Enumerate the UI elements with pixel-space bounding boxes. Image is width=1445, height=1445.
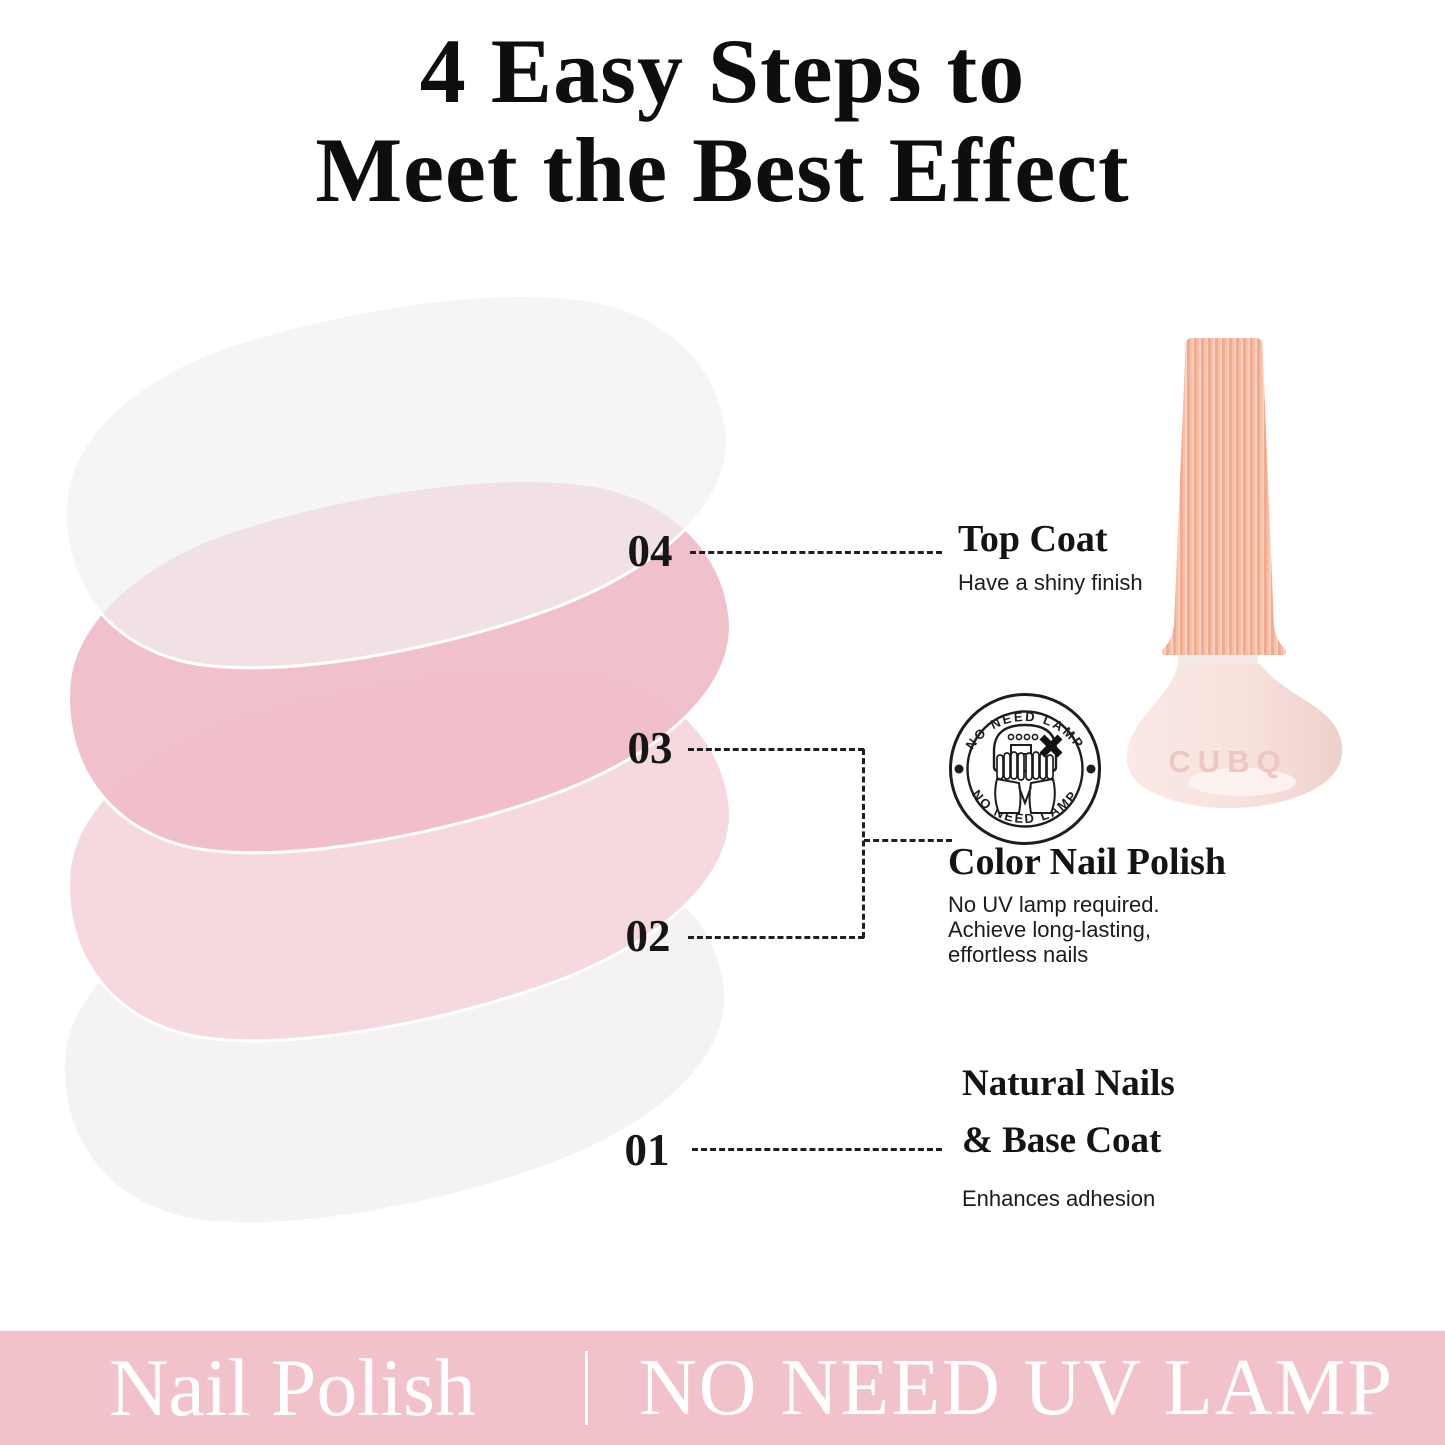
color-polish-subtext-line1: No UV lamp required. [948, 892, 1160, 917]
top-coat-heading: Top Coat [958, 518, 1108, 560]
bottle-bottom-highlight [1188, 768, 1296, 796]
bottle-cap [1162, 338, 1286, 655]
banner-divider [585, 1351, 588, 1425]
page-title-line2: Meet the Best Effect [315, 119, 1130, 221]
x-mark-icon [1039, 734, 1063, 758]
page-title-line1: 4 Easy Steps to [419, 20, 1026, 122]
connector-line-01 [692, 1148, 942, 1151]
step-number-01: 01 [624, 1125, 670, 1175]
badge-right-dot [1086, 764, 1096, 774]
color-polish-subtext-line3: effortless nails [948, 942, 1089, 967]
page-title: 4 Easy Steps to Meet the Best Effect [0, 22, 1445, 220]
hands-under-lamp-icon [994, 751, 1056, 814]
base-coat-heading-line2: & Base Coat [962, 1120, 1162, 1161]
banner-left-text: Nail Polish [109, 1342, 476, 1433]
connector-line-02 [688, 936, 864, 939]
nail-polish-bottle: CUBQ [1126, 338, 1343, 808]
connector-line-middle [864, 839, 952, 842]
step-number-03: 03 [627, 723, 673, 773]
color-polish-heading: Color Nail Polish [948, 841, 1226, 883]
step-number-04: 04 [627, 526, 673, 576]
callout-base-coat: Natural Nails & Base Coat Enhances adhes… [962, 1055, 1175, 1211]
color-polish-subtext: No UV lamp required. Achieve long-lastin… [948, 892, 1226, 967]
badge-left-dot [954, 764, 964, 774]
badge-inner-circle [966, 710, 1084, 828]
step-number-02: 02 [625, 911, 671, 961]
connector-line-03 [688, 748, 864, 751]
base-coat-subtext: Enhances adhesion [962, 1186, 1156, 1211]
top-coat-subtext: Have a shiny finish [958, 570, 1143, 595]
bottle-brand-text: CUBQ [1168, 744, 1287, 779]
bottom-banner: Nail Polish NO NEED UV LAMP [0, 1331, 1445, 1445]
connector-line-04 [690, 551, 942, 554]
connector-bracket-vertical [862, 749, 865, 938]
bottle-body [1126, 664, 1343, 808]
color-polish-subtext-line2: Achieve long-lasting, [948, 917, 1152, 942]
callout-top-coat: Top Coat Have a shiny finish [958, 517, 1143, 595]
callout-color-polish: Color Nail Polish No UV lamp required. A… [948, 840, 1226, 967]
base-coat-heading-line1: Natural Nails [962, 1063, 1175, 1104]
no-need-lamp-badge: NO NEED LAMP NO NEED LAMP [949, 693, 1101, 845]
banner-right-text: NO NEED UV LAMP [638, 1344, 1395, 1432]
